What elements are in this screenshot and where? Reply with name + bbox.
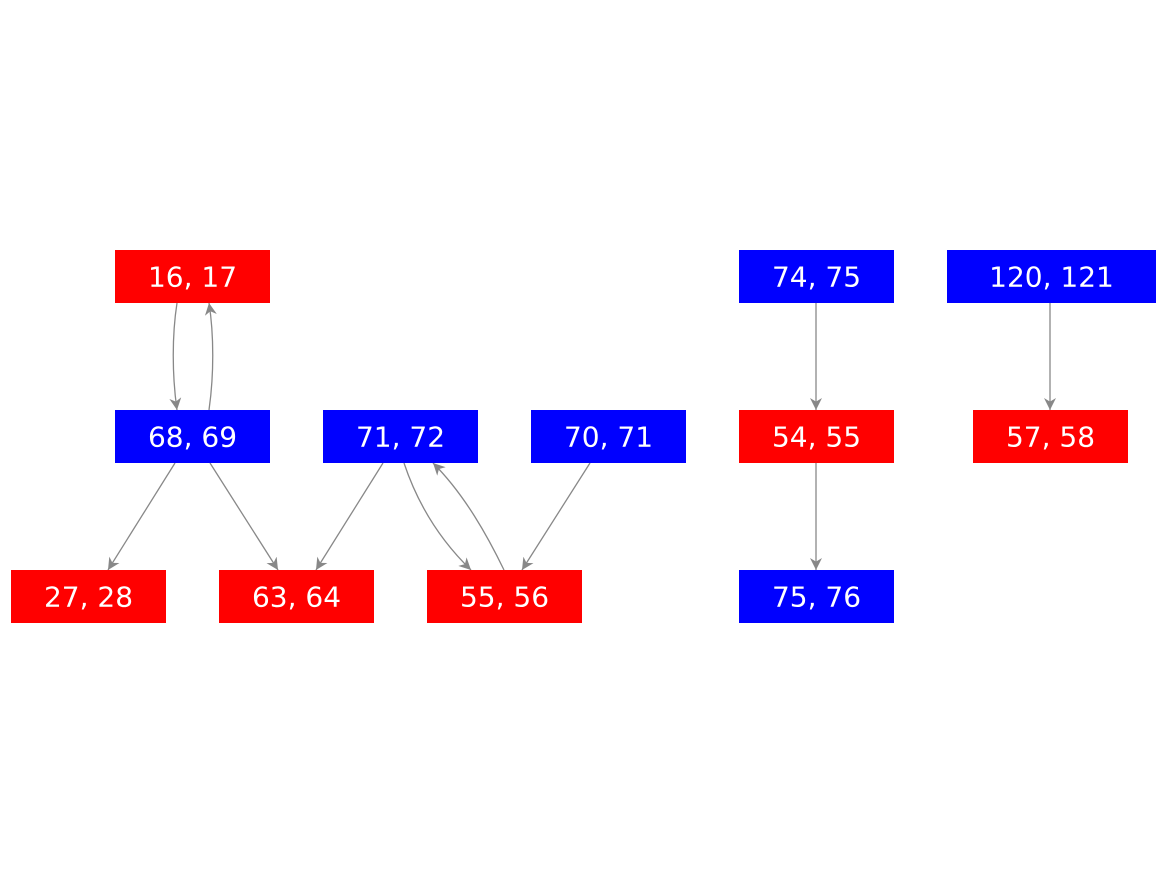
nodes: 16, 17 68, 69 71, 72 70, 71 27, 28 63, 6… bbox=[11, 250, 1156, 623]
edge bbox=[432, 462, 505, 571]
node-label: 68, 69 bbox=[148, 421, 237, 454]
node bbox=[11, 570, 166, 623]
edge bbox=[521, 462, 591, 571]
node-label: 120, 121 bbox=[989, 261, 1114, 294]
node-label: 55, 56 bbox=[460, 581, 549, 614]
node-label: 63, 64 bbox=[252, 581, 341, 614]
node bbox=[739, 410, 894, 463]
node-label: 71, 72 bbox=[356, 421, 445, 454]
edge bbox=[107, 462, 176, 571]
edge bbox=[169, 302, 182, 411]
node-label: 54, 55 bbox=[772, 421, 861, 454]
edges bbox=[107, 302, 1056, 571]
node bbox=[323, 410, 478, 463]
node-label: 16, 17 bbox=[148, 261, 237, 294]
node bbox=[427, 570, 582, 623]
node bbox=[739, 570, 894, 623]
edge bbox=[315, 462, 384, 571]
node bbox=[973, 410, 1128, 463]
edge bbox=[204, 302, 217, 411]
node bbox=[947, 250, 1156, 303]
node-label: 27, 28 bbox=[44, 581, 133, 614]
edge bbox=[403, 462, 472, 571]
node bbox=[739, 250, 894, 303]
node bbox=[219, 570, 374, 623]
node-label: 75, 76 bbox=[772, 581, 861, 614]
node bbox=[115, 250, 270, 303]
node-label: 57, 58 bbox=[1006, 421, 1095, 454]
node bbox=[531, 410, 686, 463]
node bbox=[115, 410, 270, 463]
node-label: 74, 75 bbox=[772, 261, 861, 294]
node-label: 70, 71 bbox=[564, 421, 653, 454]
edge bbox=[209, 462, 279, 571]
